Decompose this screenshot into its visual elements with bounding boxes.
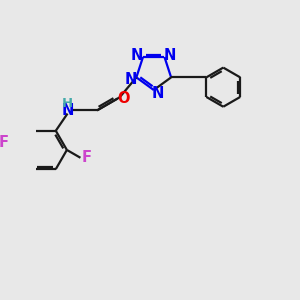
Text: H: H: [62, 97, 73, 110]
Text: N: N: [61, 103, 74, 118]
Text: N: N: [152, 86, 164, 101]
Text: F: F: [0, 135, 8, 150]
Text: O: O: [117, 91, 129, 106]
Text: F: F: [81, 150, 91, 165]
Text: N: N: [124, 73, 137, 88]
Text: N: N: [164, 48, 176, 63]
Text: N: N: [131, 48, 143, 63]
